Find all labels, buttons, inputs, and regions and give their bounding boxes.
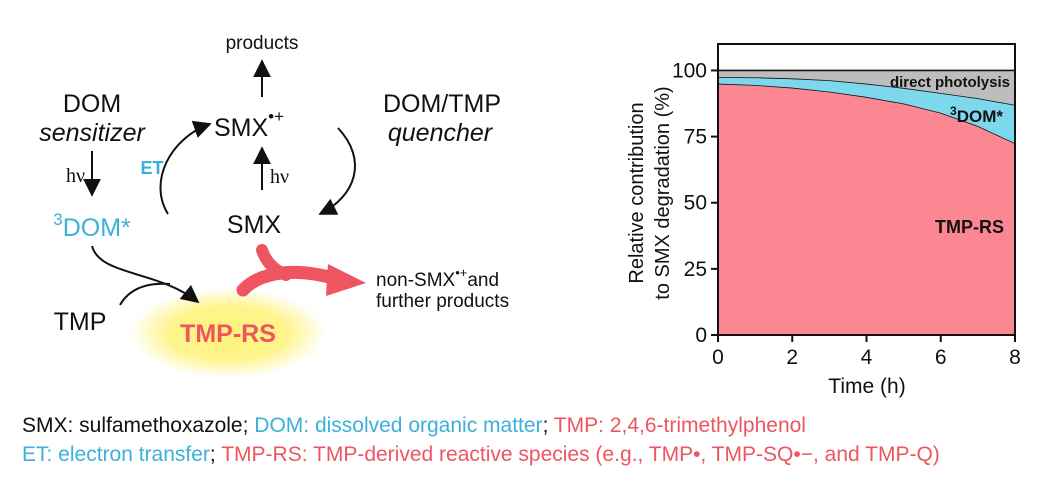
hv-left-label: hν [66, 165, 85, 187]
arrow-quenching [318, 127, 356, 215]
chart-area-direct-photolysis [718, 70, 1015, 105]
y-tick-label: 75 [684, 126, 707, 149]
x-tick-label: 2 [786, 346, 798, 369]
x-tick-label: 6 [935, 346, 947, 369]
sensitizer-label: sensitizer [39, 119, 146, 147]
legend-line1-segment: DOM: dissolved organic matter [254, 414, 543, 437]
chart-area-tmp-rs [718, 83, 1015, 335]
x-tick-label: 0 [712, 346, 724, 369]
smx-radical-cation: SMX•+ [214, 107, 284, 142]
arrow-electron-transfer [159, 120, 212, 215]
legend-line2-segment: ; [209, 443, 222, 466]
chart-y-axis-label-line-1: Relative contribution [626, 102, 648, 283]
hv-center-label: hν [270, 166, 289, 188]
chart-y-axis-label-line-2: to SMX degradation (%) [652, 86, 674, 299]
dom-label: DOM [63, 90, 121, 118]
legend-line-1: SMX: sulfamethoxazole; DOM: dissolved or… [22, 414, 806, 438]
thick-red-arrow-head [326, 264, 366, 296]
chart-x-axis-label: Time (h) [828, 375, 905, 398]
legend-line1-segment: TMP: 2,4,6-trimethylphenol [553, 414, 806, 437]
legend-line1-segment: ; [542, 414, 554, 437]
y-tick-label: 50 [684, 192, 707, 215]
contribution-area-chart: 0 2 4 6 8 0 25 50 75 100 TMP-RS 3DOM* direct phot… [626, 43, 1021, 398]
legend-line2-segment: TMP-RS: TMP-derived reactive species (e.… [221, 443, 940, 466]
further-products-label: further products [376, 291, 509, 312]
x-tick-label: 8 [1009, 346, 1021, 369]
chart-label-triplet-dom: 3DOM* [950, 104, 1003, 126]
arrow-triplet-to-tmp-rs [91, 245, 200, 304]
chart-label-direct-photolysis: direct photolysis [890, 74, 1010, 91]
legend-line1-segment: SMX: sulfamethoxazole; [22, 414, 255, 437]
dom-tmp-label: DOM/TMP [383, 90, 501, 118]
chart-label-tmp-rs: TMP-RS [935, 217, 1004, 237]
y-tick-label: 0 [695, 324, 707, 347]
products-top-label: products [226, 33, 299, 54]
arrow-tmp-join [119, 282, 171, 306]
smx-label: SMX [227, 211, 282, 239]
tmp-rs-glow [130, 288, 326, 378]
triplet-dom: 3DOM* [53, 210, 131, 242]
quencher-label: quencher [388, 119, 494, 147]
tmp-label: TMP [54, 308, 107, 336]
et-label: ET [140, 158, 163, 178]
y-tick-label: 25 [684, 258, 707, 281]
reaction-scheme: products SMX•+ hν SMX DOM sensitizer hν … [39, 33, 509, 378]
x-tick-label: 4 [861, 346, 873, 369]
non-smx-label: non-SMX•+and [376, 265, 499, 291]
tmp-rs-label: TMP-RS [180, 320, 276, 348]
legend-line-2: ET: electron transfer; TMP-RS: TMP-deriv… [22, 443, 940, 467]
thick-red-arrow-stub [256, 244, 292, 281]
legend-line2-segment: ET: electron transfer [22, 443, 210, 466]
y-tick-label: 100 [672, 59, 707, 82]
